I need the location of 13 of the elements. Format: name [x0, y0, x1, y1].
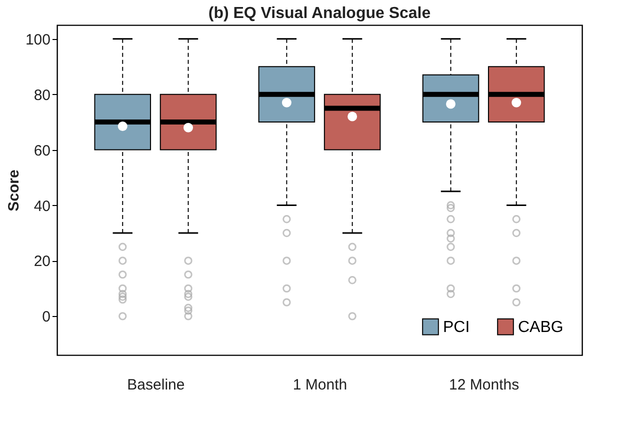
legend-label: PCI [443, 318, 470, 336]
x-tick-label: Baseline [127, 376, 185, 394]
x-tick-label: 12 Months [449, 376, 520, 394]
y-tick-label: 40 [34, 198, 50, 215]
y-tick-label: 60 [34, 142, 50, 160]
y-tick-label: 20 [34, 253, 50, 270]
y-tick-label: 100 [25, 31, 50, 48]
y-tick-label: 0 [42, 308, 50, 326]
y-axis-title: Score [5, 170, 22, 212]
chart-title: (b) EQ Visual Analogue Scale [208, 5, 431, 22]
x-tick-label: 1 Month [292, 376, 348, 394]
legend-label: CABG [518, 318, 564, 336]
y-tick-label: 80 [34, 86, 50, 104]
